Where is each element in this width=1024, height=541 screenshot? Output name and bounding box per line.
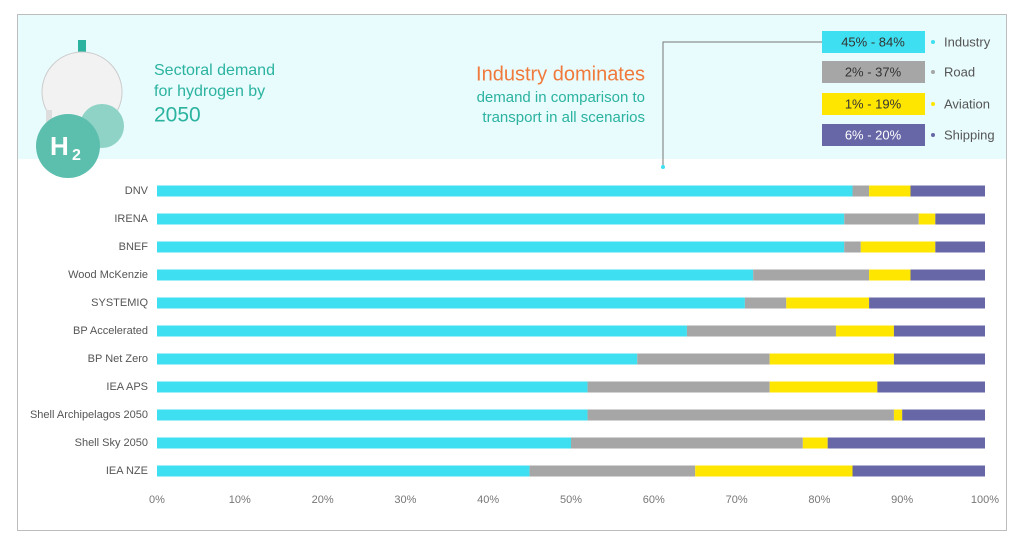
legend-label: Shipping <box>944 127 995 142</box>
bar-segment <box>637 353 770 365</box>
intro-line: 2050 <box>154 104 201 127</box>
category-label: BP Accelerated <box>73 325 148 337</box>
bar-segment <box>587 381 770 393</box>
bar-segment <box>844 213 919 225</box>
bar-segment <box>157 241 845 253</box>
legend-dot <box>931 102 935 106</box>
bar-segment <box>157 297 745 309</box>
bar-segment <box>935 213 985 225</box>
legend-swatch <box>822 31 925 53</box>
bar-segment <box>802 437 828 449</box>
bar-segment <box>902 409 985 421</box>
bar-segment <box>869 297 985 309</box>
intro-line: Sectoral demand <box>154 62 275 79</box>
category-label: IEA NZE <box>106 465 148 477</box>
legend-label: Aviation <box>944 96 990 111</box>
hydrogen-icon <box>36 40 124 178</box>
legend-dot <box>931 40 935 44</box>
bar-segment <box>587 409 894 421</box>
legend-range: 45% - 84% <box>841 34 905 49</box>
bar-segment <box>157 409 588 421</box>
bar-segment <box>918 213 936 225</box>
bar-segment <box>157 325 687 337</box>
legend-range: 2% - 37% <box>845 64 902 79</box>
bar-segment <box>157 353 638 365</box>
category-label: IRENA <box>114 213 148 225</box>
bar-segment <box>910 269 985 281</box>
category-label: BNEF <box>119 241 149 253</box>
x-tick-label: 10% <box>229 494 251 506</box>
bar-segment <box>835 325 894 337</box>
bar-segment <box>157 185 853 197</box>
bar-segment <box>769 353 894 365</box>
category-label: DNV <box>125 185 149 197</box>
legend-label: Industry <box>944 34 991 49</box>
legend-swatch <box>822 61 925 83</box>
bar-segment <box>893 409 903 421</box>
bar-segment <box>686 325 836 337</box>
bar-segment <box>571 437 803 449</box>
connector <box>662 41 822 167</box>
bar-segment <box>860 241 936 253</box>
legend-dot <box>931 133 935 137</box>
bar-segment <box>157 437 571 449</box>
x-tick-label: 40% <box>477 494 499 506</box>
bar-segment <box>877 381 985 393</box>
subtitle-line: transport in all scenarios <box>482 109 645 126</box>
bar-segment <box>869 185 911 197</box>
bar-segment <box>935 241 985 253</box>
bar-segment <box>893 325 985 337</box>
bar-segment <box>893 353 985 365</box>
x-tick-label: 80% <box>808 494 830 506</box>
legend-swatch <box>822 124 925 146</box>
connector-dot <box>661 165 665 169</box>
bar-segment <box>869 269 911 281</box>
x-tick-label: 90% <box>891 494 913 506</box>
category-label: Shell Sky 2050 <box>75 437 148 449</box>
bar-segment <box>910 185 985 197</box>
icon-subscript: 2 <box>72 147 81 164</box>
legend-range: 1% - 19% <box>845 96 902 111</box>
bar-segment <box>844 241 861 253</box>
category-label: Wood McKenzie <box>68 269 148 281</box>
intro-line: for hydrogen by <box>154 83 265 100</box>
x-tick-label: 20% <box>312 494 334 506</box>
legend-swatch <box>822 93 925 115</box>
bar-segment <box>753 269 870 281</box>
headline: Industry dominates <box>476 63 645 85</box>
x-tick-label: 60% <box>643 494 665 506</box>
bar-segment <box>157 269 754 281</box>
bar-segment <box>157 213 845 225</box>
bar-segment <box>695 465 853 477</box>
bar-segment <box>529 465 696 477</box>
category-label: Shell Archipelagos 2050 <box>30 409 148 421</box>
category-label: IEA APS <box>106 381 148 393</box>
bar-segment <box>744 297 787 309</box>
x-tick-label: 100% <box>971 494 999 506</box>
x-tick-label: 50% <box>560 494 582 506</box>
subtitle-line: demand in comparison to <box>477 89 645 106</box>
bar-segment <box>157 465 530 477</box>
x-tick-label: 70% <box>726 494 748 506</box>
legend-label: Road <box>944 64 975 79</box>
bar-segment <box>157 381 588 393</box>
icon-label: H <box>50 131 69 161</box>
category-label: BP Net Zero <box>88 353 148 365</box>
x-tick-label: 30% <box>394 494 416 506</box>
bar-segment <box>852 465 985 477</box>
bar-segment <box>827 437 985 449</box>
legend-range: 6% - 20% <box>845 127 902 142</box>
category-label: SYSTEMIQ <box>91 297 148 309</box>
bar-segment <box>769 381 878 393</box>
legend-dot <box>931 70 935 74</box>
x-tick-label: 0% <box>149 494 165 506</box>
bar-segment <box>852 185 870 197</box>
bar-segment <box>786 297 870 309</box>
